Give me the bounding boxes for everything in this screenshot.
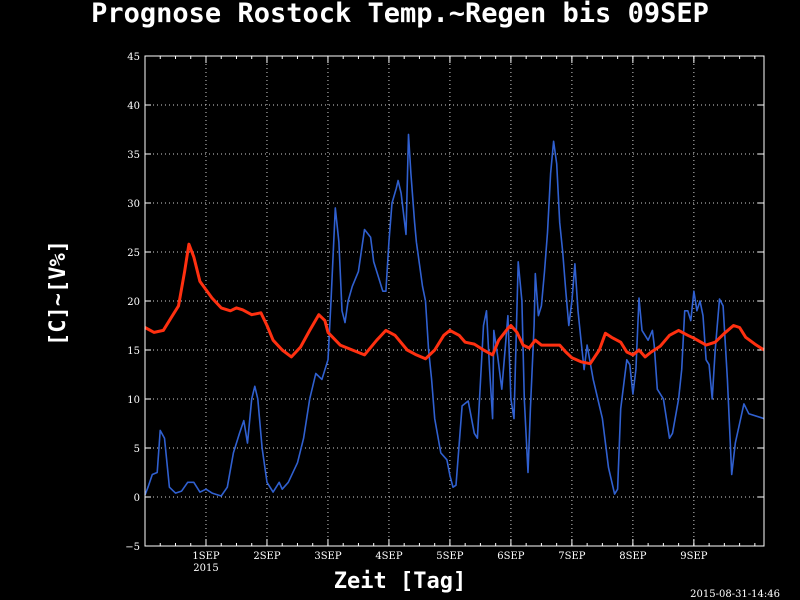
chart-title: Prognose Rostock Temp.~Regen bis 09SEP bbox=[91, 0, 709, 29]
x-tick-label: 7SEP bbox=[558, 551, 586, 562]
x-tick-label: 2SEP bbox=[253, 551, 281, 562]
x-tick-sublabel: 2015 bbox=[193, 563, 218, 574]
y-tick-label: −5 bbox=[125, 542, 140, 553]
y-tick-label: 40 bbox=[127, 101, 140, 112]
x-tick-label: 1SEP bbox=[192, 551, 220, 562]
grid bbox=[145, 56, 764, 546]
y-tick-label: 15 bbox=[127, 346, 140, 357]
x-tick-label: 9SEP bbox=[680, 551, 708, 562]
series-line-temperature bbox=[144, 242, 765, 366]
x-tick-label: 5SEP bbox=[436, 551, 464, 562]
y-tick-label: 45 bbox=[127, 52, 140, 63]
y-tick-label: 5 bbox=[134, 444, 140, 455]
x-tick-label: 8SEP bbox=[619, 551, 647, 562]
y-tick-label: 35 bbox=[127, 150, 140, 161]
series-lines bbox=[144, 133, 765, 497]
y-tick-label: 10 bbox=[127, 395, 140, 406]
y-tick-label: 0 bbox=[134, 493, 140, 504]
plot-frame bbox=[144, 55, 765, 547]
y-tick-label: 30 bbox=[127, 199, 140, 210]
x-tick-label: 4SEP bbox=[375, 551, 403, 562]
series-line-rain bbox=[144, 133, 765, 497]
y-axis-ticks: 45 40 35 30 25 20 15 10 5 0 −5 bbox=[125, 52, 764, 553]
y-axis-label: [C]~[V%] bbox=[46, 240, 71, 346]
x-tick-label: 6SEP bbox=[497, 551, 525, 562]
x-tick-label: 3SEP bbox=[314, 551, 342, 562]
timestamp: 2015-08-31-14:46 bbox=[690, 589, 780, 600]
y-tick-label: 25 bbox=[127, 248, 140, 259]
y-tick-label: 20 bbox=[127, 297, 140, 308]
x-axis-label: Zeit [Tag] bbox=[334, 569, 466, 594]
